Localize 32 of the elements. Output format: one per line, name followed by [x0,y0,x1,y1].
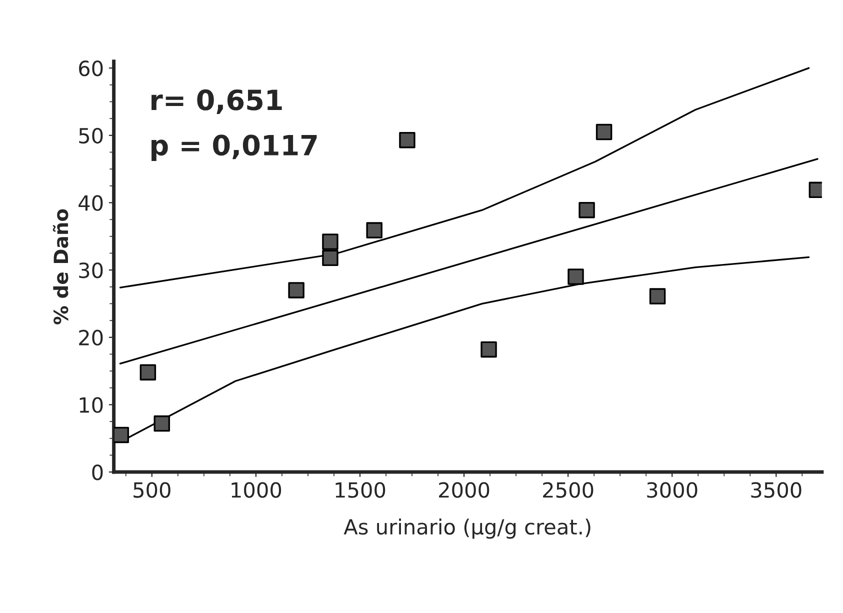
point [596,124,612,140]
y-tick-label: 20 [79,330,103,346]
x-axis-title: As urinario (µg/g creat.) [344,518,590,539]
y-tick-label: 60 [79,60,103,76]
x-tick-label: 2500 [543,482,594,498]
y-tick-label: 40 [78,195,103,211]
point [399,132,416,148]
annotation: r= 0,651 [152,89,282,114]
point [322,250,338,266]
y-tick-label: 0 [92,464,103,480]
x-tick-label: 1500 [336,482,386,498]
y-tick-label: 10 [80,397,103,413]
point [568,268,584,285]
y-tick-label: 30 [79,262,103,278]
point [322,234,338,250]
point [154,415,170,432]
point [288,282,304,298]
x-tick-label: 3000 [647,482,698,498]
point [366,222,382,238]
point [140,364,156,380]
point [480,341,497,358]
x-tick-label: 1000 [232,482,282,498]
point [578,202,595,218]
point [649,288,666,304]
x-tick-label: 3500 [751,482,802,498]
y-tick-label: 50 [79,128,103,144]
annotation: p = 0,0117 [152,134,317,161]
y-axis-title: % de Daño [52,209,68,324]
point [114,426,129,444]
x-tick-label: 2000 [439,482,490,498]
line-series [119,67,810,288]
x-tick-label: 500 [134,482,170,498]
